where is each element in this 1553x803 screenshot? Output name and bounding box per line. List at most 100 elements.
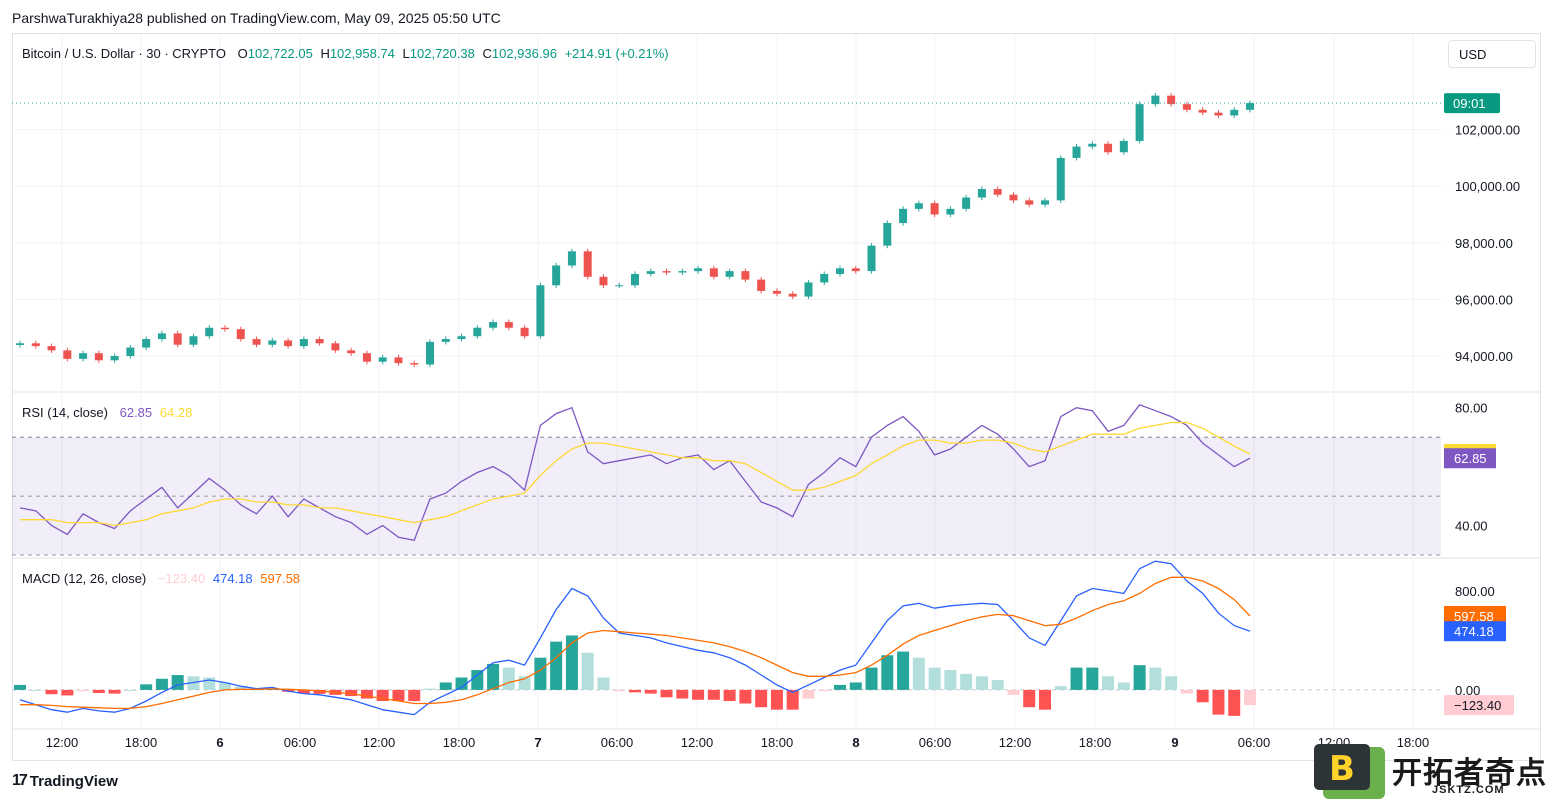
- macd-histogram-bar: [1023, 689, 1036, 708]
- macd-title[interactable]: MACD (12, 26, close): [22, 571, 147, 586]
- macd-histogram-bar: [550, 641, 563, 690]
- macd-histogram-bar: [739, 689, 752, 704]
- candle-body: [1167, 95, 1176, 105]
- macd-histogram-bar: [455, 677, 468, 690]
- candle-body: [268, 340, 277, 345]
- candle-body: [189, 336, 198, 345]
- watermark-subtitle: JSKTZ.COM: [1432, 784, 1505, 796]
- macd-histogram-bar: [1039, 689, 1051, 710]
- candle-body: [741, 271, 750, 280]
- x-axis-tick-label: 18:00: [1079, 735, 1112, 750]
- macd-legend: MACD (12, 26, close) −123.40 474.18 597.…: [22, 571, 304, 586]
- candle-body: [1056, 157, 1065, 201]
- candle-body: [1088, 143, 1097, 147]
- macd-histogram-bar: [707, 689, 720, 700]
- candle-body: [788, 293, 797, 297]
- macd-histogram-bar: [392, 689, 405, 702]
- macd-histogram-bar: [849, 682, 862, 690]
- candle-body: [1182, 104, 1191, 110]
- candle-body: [489, 322, 498, 328]
- candle-body: [725, 271, 734, 277]
- macd-line: [19, 560, 1251, 716]
- macd-histogram-bar: [313, 689, 326, 694]
- rsi-line: [19, 404, 1251, 542]
- tv-logo-icon: 17: [12, 772, 28, 789]
- watermark-icon-letter: B: [1329, 749, 1355, 789]
- macd-histogram-bar: [1196, 689, 1209, 703]
- macd-histogram-bar: [45, 689, 58, 695]
- low-value: 102,720.38: [409, 46, 475, 61]
- rsi-axis-tick-label: 80.00: [1455, 401, 1488, 416]
- candle-body: [1072, 146, 1081, 158]
- candle-body: [441, 339, 450, 342]
- macd-histogram-bar: [1117, 682, 1130, 690]
- candle-body: [157, 333, 166, 340]
- candle-body: [567, 251, 576, 266]
- x-axis-tick-label: 12:00: [681, 735, 714, 750]
- x-axis-tick-label: 7: [534, 735, 541, 750]
- candle-body: [110, 356, 119, 361]
- macd-line-badge: [1444, 621, 1506, 642]
- candle-body: [16, 343, 24, 345]
- macd-histogram-bar: [818, 689, 831, 692]
- high-label: H: [320, 46, 330, 61]
- macd-line-badge-label: 474.18: [1454, 624, 1494, 639]
- candle-body: [662, 271, 671, 273]
- macd-histogram-bar: [865, 667, 878, 690]
- candle-body: [79, 353, 88, 359]
- macd-histogram-bar: [565, 635, 578, 690]
- symbol-title[interactable]: Bitcoin / U.S. Dollar · 30 · CRYPTO: [22, 46, 226, 61]
- macd-histogram-bar: [1007, 689, 1020, 695]
- candle-body: [1198, 109, 1207, 113]
- chart-frame: [12, 33, 1541, 761]
- macd-histogram-bar: [234, 686, 247, 690]
- publication-credit: ParshwaTurakhiya28 published on TradingV…: [12, 10, 501, 26]
- candle-body: [962, 197, 971, 209]
- macd-histogram-bar: [29, 689, 42, 691]
- candle-body: [646, 271, 655, 274]
- macd-signal-badge: [1444, 605, 1506, 626]
- candle-body: [315, 339, 324, 344]
- macd-histogram-bar: [61, 689, 74, 696]
- macd-histogram-bar: [723, 689, 736, 702]
- candle-body: [1025, 200, 1034, 205]
- candle-body: [504, 322, 513, 328]
- x-axis-tick-label: 12:00: [363, 735, 396, 750]
- x-axis-tick-label: 06:00: [601, 735, 634, 750]
- macd-histogram-bar: [502, 667, 515, 690]
- candle-body: [899, 208, 908, 224]
- x-axis-tick-label: 18:00: [125, 735, 158, 750]
- macd-histogram-bar: [928, 667, 941, 690]
- candle-body: [867, 245, 876, 272]
- candle-body: [615, 285, 624, 287]
- candle-body: [126, 347, 135, 357]
- x-axis-tick-label: 06:00: [1238, 735, 1271, 750]
- macd-histogram-bar: [1070, 667, 1083, 690]
- candle-body: [1104, 143, 1113, 153]
- macd-histogram-bar: [692, 689, 705, 700]
- rsi-title[interactable]: RSI (14, close): [22, 405, 108, 420]
- macd-histogram-bar: [960, 673, 973, 690]
- macd-histogram-bar: [944, 670, 957, 690]
- candle-body: [883, 223, 892, 246]
- candle-body: [47, 346, 56, 351]
- tradingview-logo[interactable]: 17 TradingView: [12, 772, 118, 790]
- candle-body: [1119, 140, 1128, 153]
- candle-body: [473, 327, 482, 337]
- candle-body: [709, 268, 718, 277]
- macd-axis-tick-label: 800.00: [1455, 584, 1495, 599]
- candle-body: [993, 189, 1002, 195]
- candle-body: [631, 273, 639, 286]
- candle-body: [457, 336, 466, 340]
- price-axis-tick-label: 96,000.00: [1455, 292, 1513, 307]
- price-legend: Bitcoin / U.S. Dollar · 30 · CRYPTO O102…: [22, 46, 673, 61]
- currency-button[interactable]: USD: [1448, 40, 1536, 68]
- candle-body: [94, 353, 103, 361]
- macd-histogram-bar: [755, 689, 768, 708]
- candle-body: [378, 357, 387, 362]
- macd-histogram-bar: [1102, 676, 1115, 690]
- macd-histogram-bar: [534, 657, 547, 690]
- macd-histogram-bar: [597, 677, 610, 690]
- macd-histogram-bar: [424, 688, 436, 690]
